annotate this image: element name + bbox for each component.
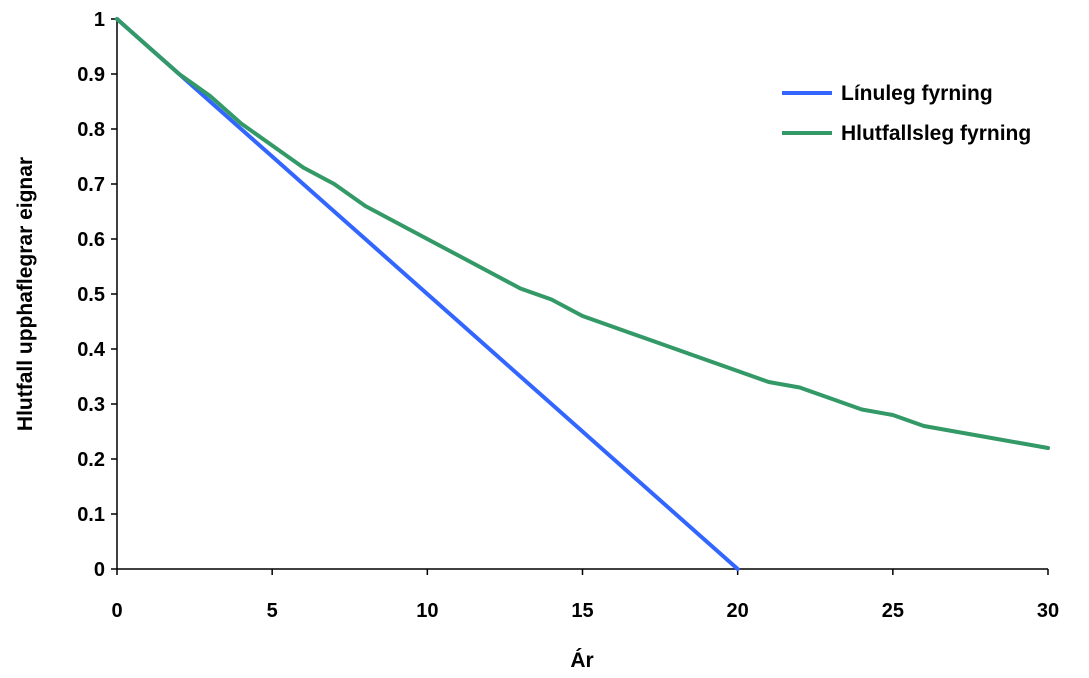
y-tick-label: 0.8	[77, 119, 105, 141]
series-lines	[115, 17, 1050, 571]
axes	[111, 18, 1049, 575]
series-line-2	[115, 17, 1050, 450]
x-tick-label: 15	[571, 600, 593, 622]
x-tick-label: 5	[267, 600, 278, 622]
y-tick-label: 0.9	[77, 64, 105, 86]
y-tick-label: 0	[94, 559, 105, 581]
x-tick-label: 25	[882, 600, 904, 622]
y-tick-label: 0.7	[77, 174, 105, 196]
x-tick-label: 10	[416, 600, 438, 622]
x-tick-label: 20	[727, 600, 749, 622]
x-tick-label: 0	[111, 600, 122, 622]
y-tick-label: 0.5	[77, 284, 105, 306]
legend-label-1: Línuleg fyrning	[841, 82, 993, 105]
legend: Línuleg fyrning Hlutfallsleg fyrning	[782, 82, 1031, 145]
x-axis-title: Ár	[570, 649, 593, 672]
y-tick-label: 0.4	[77, 339, 106, 361]
legend-label-2: Hlutfallsleg fyrning	[841, 122, 1031, 145]
y-tick-label: 0.1	[77, 504, 105, 526]
y-tick-label: 0.2	[77, 449, 105, 471]
y-tick-label: 0.6	[77, 229, 105, 251]
y-axis-title: Hlutfall upphaflegrar eignar	[14, 157, 37, 431]
series-line-1	[115, 17, 740, 571]
y-tick-label: 0.3	[77, 394, 105, 416]
y-tick-label: 1	[94, 9, 105, 31]
x-tick-label: 30	[1037, 600, 1059, 622]
tick-labels: 00.10.20.30.40.50.60.70.80.910 5 10 15 20 25 3…	[77, 9, 1059, 622]
